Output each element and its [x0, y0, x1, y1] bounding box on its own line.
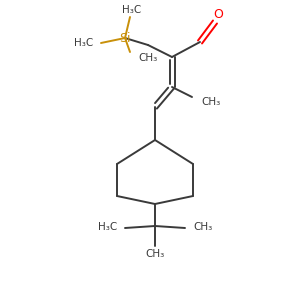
Text: Si: Si — [119, 32, 131, 44]
Text: O: O — [213, 8, 223, 22]
Text: H₃C: H₃C — [74, 38, 93, 48]
Text: H₃C: H₃C — [122, 5, 142, 15]
Text: CH₃: CH₃ — [138, 53, 157, 63]
Text: CH₃: CH₃ — [193, 222, 212, 232]
Text: CH₃: CH₃ — [201, 97, 220, 107]
Text: H₃C: H₃C — [98, 222, 117, 232]
Text: CH₃: CH₃ — [146, 249, 165, 259]
